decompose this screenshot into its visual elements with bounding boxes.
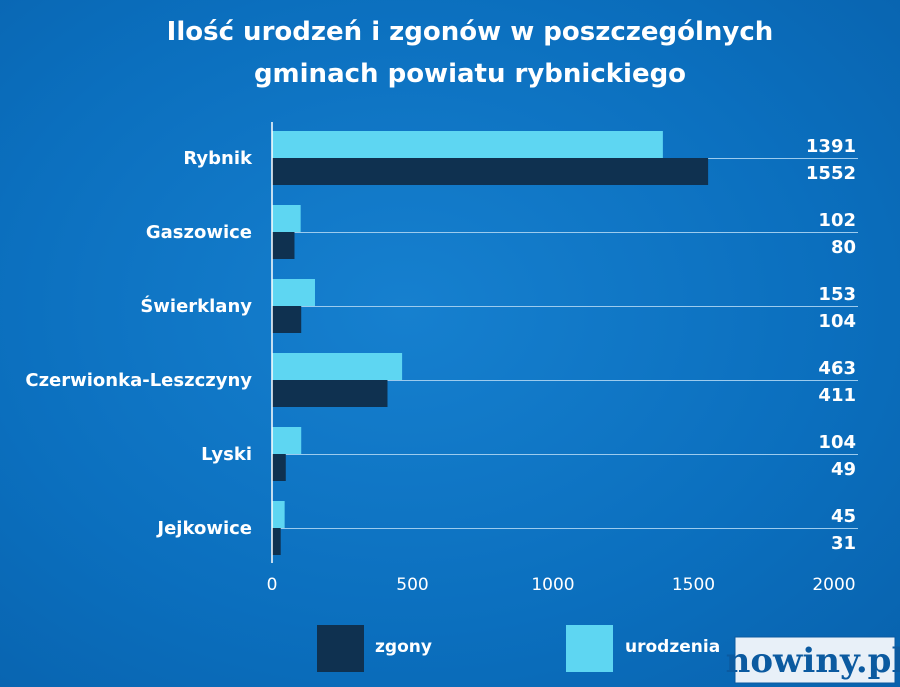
category-label-jejkowice: Jejkowice bbox=[155, 518, 252, 539]
bar-zgony-lyski bbox=[272, 454, 286, 481]
value-label-urodzenia-rybnik: 1391 bbox=[806, 136, 856, 157]
value-label-zgony-lyski: 49 bbox=[831, 459, 856, 480]
value-label-zgony-swierklany: 104 bbox=[818, 311, 856, 332]
bar-zgony-gaszowice bbox=[272, 232, 295, 259]
value-label-urodzenia-jejkowice: 45 bbox=[831, 506, 856, 527]
category-label-czerwionka-leszczyny: Czerwionka-Leszczyny bbox=[25, 370, 252, 391]
bar-urodzenia-swierklany bbox=[272, 279, 315, 306]
watermark-background bbox=[734, 636, 896, 684]
value-labels: 1391 1552 102 80 153 104 463 411 104 49 45 31 bbox=[806, 136, 856, 554]
x-tick-label-1000: 1000 bbox=[531, 575, 574, 595]
value-label-urodzenia-swierklany: 153 bbox=[818, 284, 856, 305]
value-label-zgony-czerwionka-leszczyny: 411 bbox=[818, 385, 856, 406]
bar-urodzenia-czerwionka-leszczyny bbox=[272, 353, 403, 380]
x-tick-label-500: 500 bbox=[396, 575, 428, 595]
value-label-urodzenia-gaszowice: 102 bbox=[818, 210, 856, 231]
x-tick-label-1500: 1500 bbox=[672, 575, 715, 595]
legend-label-urodzenia: urodzenia bbox=[625, 637, 720, 657]
category-label-gaszowice: Gaszowice bbox=[146, 222, 252, 243]
bar-zgony-swierklany bbox=[272, 306, 302, 333]
value-label-urodzenia-lyski: 104 bbox=[818, 432, 856, 453]
value-label-zgony-jejkowice: 31 bbox=[831, 533, 856, 554]
value-label-zgony-rybnik: 1552 bbox=[806, 163, 856, 184]
value-label-urodzenia-czerwionka-leszczyny: 463 bbox=[818, 358, 856, 379]
bar-zgony-czerwionka-leszczyny bbox=[272, 380, 388, 407]
x-tick-label-0: 0 bbox=[267, 575, 278, 595]
watermark-text: nowiny.pl bbox=[726, 641, 900, 681]
bar-urodzenia-rybnik bbox=[272, 131, 663, 158]
legend-swatch-urodzenia bbox=[566, 625, 613, 672]
legend-swatch-zgony bbox=[317, 625, 364, 672]
bars bbox=[272, 131, 709, 555]
bar-zgony-jejkowice bbox=[272, 528, 281, 555]
value-label-zgony-gaszowice: 80 bbox=[831, 237, 856, 258]
legend-label-zgony: zgony bbox=[375, 637, 432, 657]
bar-urodzenia-gaszowice bbox=[272, 205, 301, 232]
bar-urodzenia-lyski bbox=[272, 427, 302, 454]
category-label-rybnik: Rybnik bbox=[183, 148, 253, 169]
chart-title-line-2: gminach powiatu rybnickiego bbox=[254, 59, 686, 89]
legend: zgony urodzenia bbox=[317, 625, 720, 672]
x-axis-ticks: 0 500 1000 1500 2000 bbox=[267, 575, 856, 595]
category-label-swierklany: Świerklany bbox=[140, 295, 252, 317]
category-labels: Rybnik Gaszowice Świerklany Czerwionka-Lesz… bbox=[25, 148, 253, 539]
gridlines bbox=[272, 158, 858, 529]
watermark-logo: nowiny.pl bbox=[726, 636, 900, 684]
x-tick-label-2000: 2000 bbox=[812, 575, 855, 595]
chart-title-line-1: Ilość urodzeń i zgonów w poszczególnych bbox=[167, 17, 774, 47]
chart-title: Ilość urodzeń i zgonów w poszczególnych … bbox=[167, 17, 774, 89]
bar-zgony-rybnik bbox=[272, 158, 709, 185]
bar-urodzenia-jejkowice bbox=[272, 501, 285, 528]
category-label-lyski: Lyski bbox=[201, 444, 252, 465]
